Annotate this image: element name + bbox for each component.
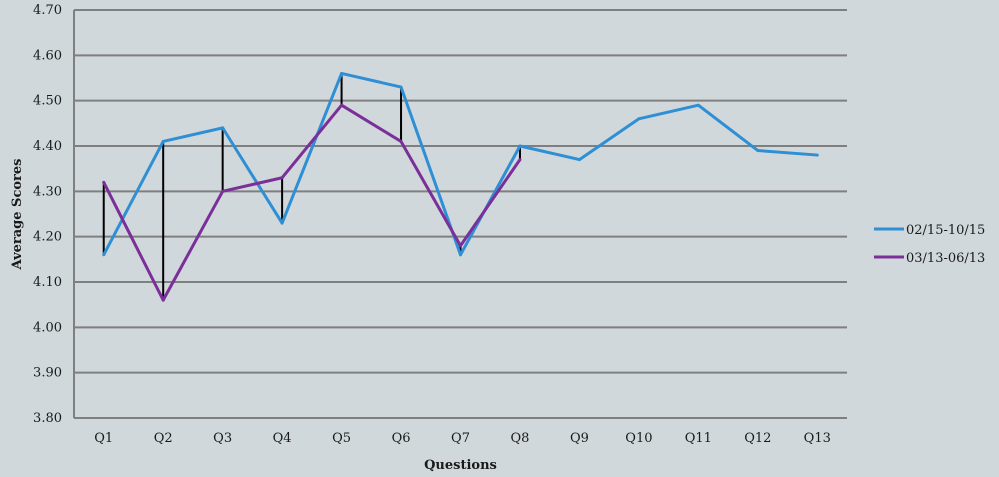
- data-point: [399, 85, 403, 89]
- x-tick-label: Q4: [273, 431, 292, 446]
- data-point: [459, 244, 462, 248]
- x-tick-label: Q8: [510, 431, 529, 446]
- y-tick-label: 4.10: [33, 275, 62, 290]
- y-tick-label: 4.70: [33, 3, 62, 18]
- data-point: [459, 253, 462, 257]
- y-tick-label: 4.40: [33, 139, 62, 154]
- data-point: [637, 117, 641, 121]
- y-tick-label: 3.80: [33, 411, 62, 426]
- x-tick-label: Q2: [154, 431, 173, 446]
- y-tick-label: 4.50: [33, 94, 62, 109]
- x-tick-label: Q9: [570, 431, 589, 446]
- data-point: [577, 158, 581, 162]
- x-tick-label: Q12: [744, 431, 771, 446]
- x-tick-label: Q6: [392, 431, 411, 446]
- data-point: [161, 298, 165, 302]
- legend-label: 03/13-06/13: [906, 251, 985, 266]
- data-point: [756, 149, 760, 153]
- x-axis-title: Questions: [424, 458, 497, 473]
- data-point: [102, 253, 106, 257]
- data-point: [399, 139, 403, 143]
- x-tick-label: Q1: [94, 431, 113, 446]
- legend-label: 02/15-10/15: [906, 223, 985, 238]
- y-tick-label: 4.30: [33, 184, 62, 199]
- series-line-2: [102, 103, 522, 302]
- x-tick-label: Q13: [804, 431, 831, 446]
- data-point: [221, 126, 225, 130]
- x-tick-label: Q11: [685, 431, 712, 446]
- y-tick-label: 4.60: [33, 48, 62, 63]
- data-point: [161, 139, 165, 143]
- x-tick-label: Q10: [625, 431, 652, 446]
- y-tick-label: 3.90: [33, 366, 62, 381]
- data-point: [280, 221, 284, 225]
- data-point: [518, 158, 522, 162]
- data-point: [221, 189, 225, 193]
- data-point: [340, 103, 344, 107]
- x-tick-label: Q3: [213, 431, 232, 446]
- data-point: [340, 71, 344, 75]
- x-tick-label: Q7: [451, 431, 470, 446]
- data-point: [280, 176, 284, 180]
- data-point: [696, 103, 700, 107]
- y-tick-label: 4.20: [33, 230, 62, 245]
- y-tick-label: 4.00: [33, 320, 62, 335]
- data-point: [815, 153, 819, 157]
- y-axis-title: Average Scores: [10, 159, 25, 271]
- x-tick-label: Q5: [332, 431, 351, 446]
- data-point: [518, 144, 522, 148]
- data-point: [102, 180, 106, 184]
